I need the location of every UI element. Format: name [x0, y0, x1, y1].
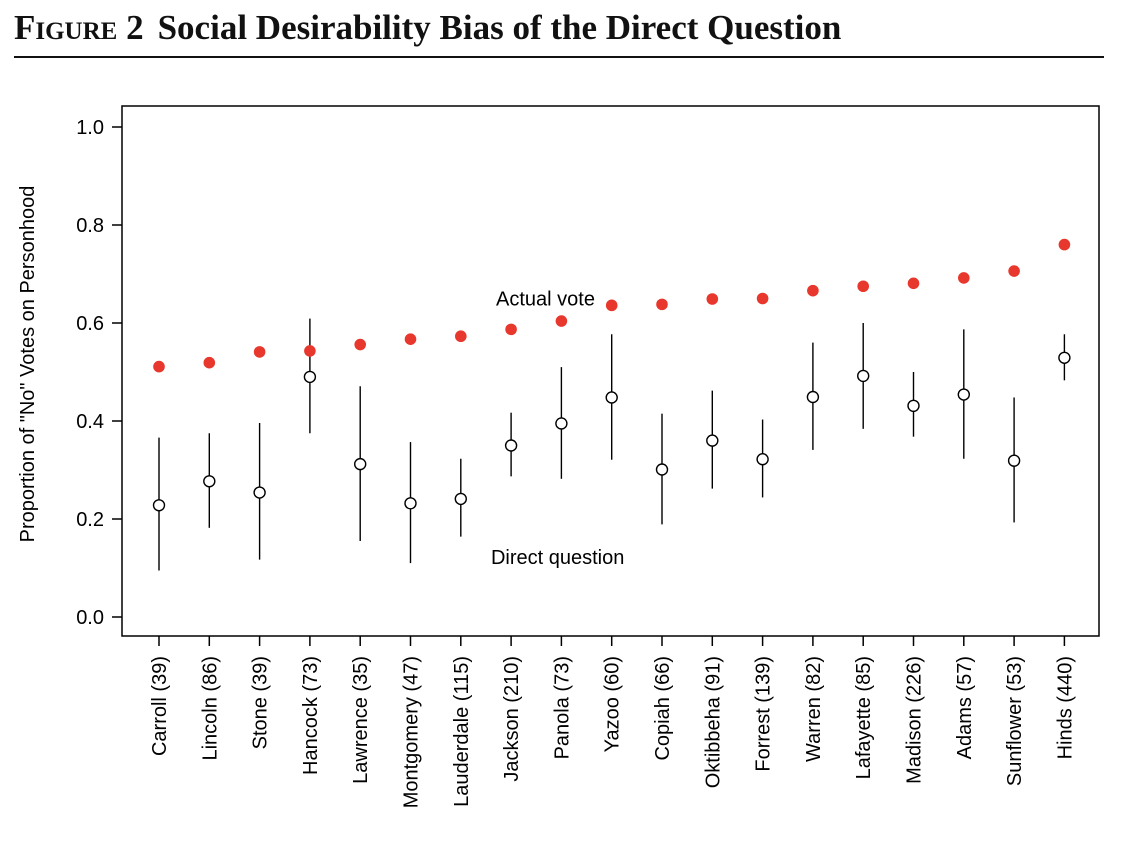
x-tick-label: Yazoo (60): [602, 656, 624, 752]
x-tick-label: Stone (39): [250, 656, 272, 749]
annotations: Actual vote Direct question: [491, 289, 624, 570]
actual-vote-point: [455, 330, 467, 343]
actual-vote-points: [153, 238, 1071, 373]
error-bars: [158, 318, 1066, 571]
actual-vote-point: [404, 333, 417, 345]
actual-vote-point: [907, 277, 920, 290]
title-rule: [14, 56, 1104, 58]
actual-vote-point: [1008, 265, 1020, 277]
x-tick-label: Adams (57): [954, 656, 976, 759]
x-tick-label: Lawrence (35): [350, 656, 372, 784]
x-tick-label: Montgomery (47): [401, 656, 423, 808]
direct-question-point: [454, 492, 467, 506]
actual-vote-point: [555, 315, 568, 327]
actual-vote-point: [706, 293, 719, 305]
x-tick-label: Madison (226): [904, 656, 926, 784]
direct-question-point: [303, 370, 317, 384]
actual-vote-point: [857, 280, 869, 293]
direct-question-point: [806, 390, 820, 404]
x-tick-label: Lafayette (85): [853, 656, 875, 779]
x-tick-label: Carroll (39): [149, 656, 171, 756]
x-tick-label: Lincoln (86): [199, 656, 221, 761]
actual-vote-point: [807, 284, 819, 297]
direct-question-point: [504, 439, 518, 452]
figure-header: Figure 2 Social Desirability Bias of the …: [14, 6, 1104, 58]
y-tick-label: 0.8: [76, 215, 104, 237]
figure-label: Figure 2: [14, 8, 144, 47]
direct-question-point: [907, 399, 920, 413]
x-tick-label: Warren (82): [803, 656, 825, 762]
direct-question-points: [152, 351, 1071, 512]
actual-vote-point: [505, 323, 517, 336]
y-tick-label: 1.0: [76, 117, 104, 139]
actual-vote-point: [756, 292, 769, 305]
x-tick-label: Jackson (210): [501, 656, 523, 782]
direct-question-point: [957, 388, 970, 401]
actual-vote-point: [253, 346, 266, 358]
direct-question-point: [203, 475, 216, 488]
actual-vote-point: [304, 345, 316, 357]
direct-question-point: [857, 369, 870, 383]
direct-question-point: [1007, 454, 1021, 467]
direct-question-point: [354, 457, 367, 471]
x-axis: Carroll (39) Lincoln (86) Stone (39) Hancoc…: [149, 636, 1076, 808]
y-tick-label: 0.6: [76, 313, 104, 335]
y-tick-label: 0.4: [76, 411, 104, 433]
direct-question-point: [605, 391, 618, 404]
direct-question-point: [1058, 351, 1071, 364]
direct-question-point: [756, 453, 769, 466]
direct-question-point: [555, 417, 568, 430]
figure-title-text: Social Desirability Bias of the Direct Q…: [157, 8, 842, 47]
direct-question-point: [706, 434, 719, 447]
actual-vote-point: [354, 338, 367, 351]
y-axis-label: Proportion of "No" Votes on Personhood: [17, 186, 39, 543]
actual-vote-point: [1058, 238, 1071, 251]
figure-title: Figure 2 Social Desirability Bias of the …: [14, 6, 1104, 50]
x-tick-label: Copiah (66): [652, 656, 674, 761]
annotation-label: Actual vote: [496, 289, 595, 311]
annotation-label: Direct question: [491, 547, 624, 569]
actual-vote-point: [203, 356, 216, 369]
x-tick-label: Oktibbeha (91): [702, 656, 724, 788]
actual-vote-point: [656, 298, 668, 311]
x-tick-label: Hinds (440): [1054, 656, 1076, 759]
x-tick-label: Forrest (139): [753, 656, 775, 772]
direct-question-point: [152, 499, 166, 512]
actual-vote-point: [605, 299, 618, 312]
actual-vote-point: [958, 272, 970, 284]
x-tick-label: Panola (73): [551, 656, 573, 759]
y-tick-label: 0.2: [76, 509, 104, 531]
direct-question-point: [404, 497, 417, 510]
actual-vote-point: [153, 360, 165, 373]
y-tick-label: 0.0: [76, 607, 104, 629]
y-axis: 0.0 0.2 0.4 0.6 0.8 1.0: [76, 117, 122, 629]
x-tick-label: Lauderdale (115): [451, 656, 473, 807]
plot-frame: [121, 105, 1100, 637]
direct-question-point: [253, 486, 266, 499]
x-tick-label: Hancock (73): [300, 656, 322, 775]
x-tick-label: Sunflower (53): [1004, 656, 1026, 786]
direct-question-point: [655, 463, 669, 476]
